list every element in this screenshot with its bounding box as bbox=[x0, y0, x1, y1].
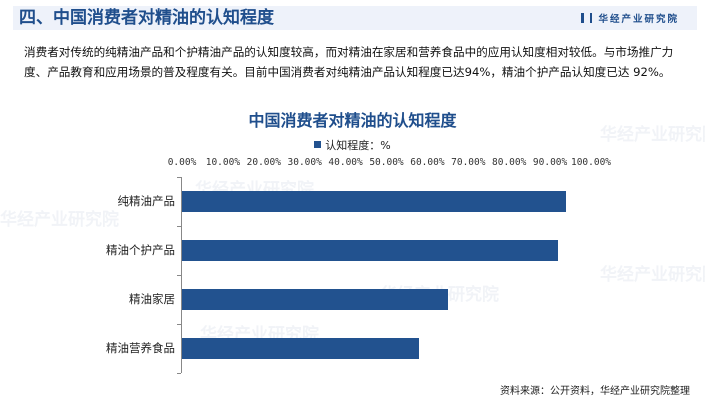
x-tick-label: 40.00% bbox=[328, 157, 363, 168]
x-tick-label: 60.00% bbox=[410, 157, 445, 168]
x-tick-label: 90.00% bbox=[532, 157, 568, 168]
chart-legend: 认知程度：% bbox=[0, 137, 705, 153]
y-axis-line bbox=[181, 177, 182, 373]
x-tick-label: 70.00% bbox=[451, 157, 486, 168]
legend-label: 认知程度：% bbox=[325, 139, 391, 152]
x-tick-label: 30.00% bbox=[287, 157, 322, 168]
source-note: 资料来源：公开资料，华经产业研究院整理 bbox=[500, 386, 690, 397]
x-tick-label: 0.00% bbox=[167, 157, 197, 168]
y-tick-mark bbox=[177, 226, 181, 227]
x-tick-label: 80.00% bbox=[492, 157, 527, 168]
chart-title: 中国消费者对精油的认知程度 bbox=[248, 111, 457, 130]
watermark: 华经产业研究院 bbox=[600, 265, 705, 285]
bar bbox=[182, 191, 567, 212]
x-tick-label: 20.00% bbox=[246, 157, 281, 168]
description-paragraph: 消费者对传统的纯精油产品和个护精油产品的认知度较高，而对精油在家居和营养食品中的… bbox=[24, 45, 674, 79]
x-tick-label: 50.00% bbox=[369, 157, 404, 168]
x-tick-label: 10.00% bbox=[205, 157, 241, 168]
brand-name: 华经产业研究院 bbox=[598, 14, 679, 25]
category-label: 精油营养食品 bbox=[106, 341, 175, 355]
brand-logo-icon bbox=[581, 13, 593, 23]
bar bbox=[182, 240, 559, 261]
x-axis-ticks: 0.00% 10.00% 20.00% 30.00% 40.00% 50.00% 60.00… bbox=[0, 157, 705, 171]
bar bbox=[182, 338, 420, 359]
category-label: 纯精油产品 bbox=[117, 194, 176, 208]
legend-swatch bbox=[314, 141, 322, 148]
page-title: 四、中国消费者对精油的认知程度 bbox=[19, 8, 274, 28]
watermark: 华经产业研究院 bbox=[0, 210, 119, 230]
y-tick-mark bbox=[177, 324, 181, 325]
section-header: 四、中国消费者对精油的认知程度 华经产业研究院 bbox=[13, 6, 697, 30]
brand: 华经产业研究院 bbox=[581, 11, 679, 25]
y-tick-mark bbox=[177, 177, 181, 178]
x-tick-label: 100.00% bbox=[570, 157, 612, 168]
bar bbox=[182, 289, 448, 310]
category-label: 精油个护产品 bbox=[106, 243, 175, 257]
y-tick-mark bbox=[177, 373, 181, 374]
category-label: 精油家居 bbox=[129, 292, 175, 306]
watermark: 华经产业研究院 bbox=[600, 125, 705, 145]
y-tick-mark bbox=[177, 275, 181, 276]
